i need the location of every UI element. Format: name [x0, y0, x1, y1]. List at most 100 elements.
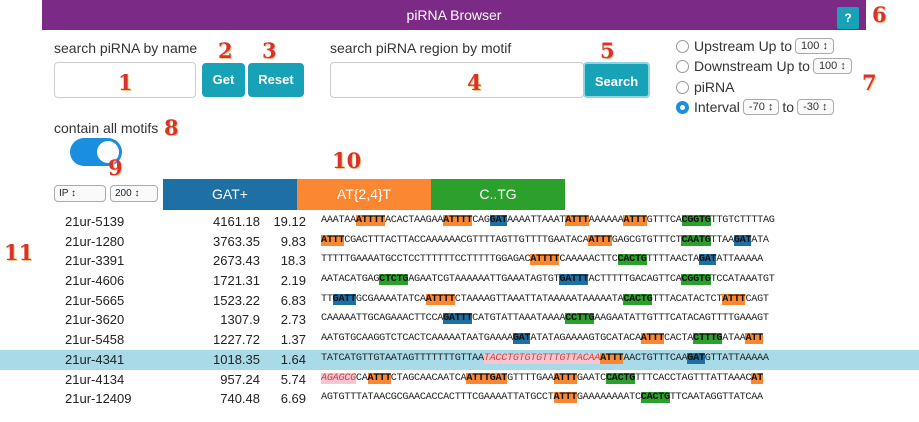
sequence: CAAAAATTGCAGAAACTTCCAGATTTCATGTATTAAATAA… — [321, 313, 919, 325]
sequence-segment: ACTTTTTGACAGTTCA — [588, 274, 682, 286]
sequence-segment: CGACTTTACTTACCAAAAAACGTTTTAGTTGTTTTGAATA… — [344, 234, 589, 246]
name-search-input[interactable] — [54, 62, 196, 98]
downstream-label: Downstream Up to — [694, 58, 810, 74]
motif-match: CTCTG — [379, 274, 409, 286]
pirna-score: 957.24 — [220, 371, 260, 387]
motif-match: ATTT — [600, 352, 624, 364]
motif-match: CACTG — [640, 392, 670, 404]
motif-match: AGAGCG — [321, 372, 356, 384]
pirna-ratio: 18.3 — [280, 253, 306, 269]
sequence-segment: AAATAA — [321, 215, 356, 226]
motif-match: ATTT — [321, 234, 345, 246]
motif-match: ATTTGAT — [466, 372, 508, 384]
table-row[interactable]: 21ur-5458 1227.72 1.37 AATGTGCAAGGTCTCACTCA… — [0, 330, 919, 350]
motif-match: ATTT — [553, 392, 577, 404]
sequence-segment: AATACATGAG — [321, 274, 380, 286]
sequence-segment: TTTCACCTAGTTTATTAAAC — [635, 372, 752, 384]
pirna-ratio: 6.83 — [280, 292, 306, 308]
reset-button[interactable]: Reset — [248, 63, 304, 97]
motif-tag-1[interactable]: AT{2,4}T — [297, 179, 431, 210]
sequence-segment: CA — [355, 372, 368, 384]
upstream-select[interactable]: 100 ↕ — [795, 38, 834, 54]
pirna-id: 21ur-5458 — [65, 332, 125, 348]
sequence-segment: TTTTTGAAAATGCCTCCTTTTTTCCTTTTTGGAGAC — [321, 254, 531, 266]
table-row[interactable]: 21ur-4606 1721.31 2.19 AATACATGAGCTCTGAGAAT… — [0, 271, 919, 291]
interval-to-label: to — [782, 99, 795, 115]
pirna-id: 21ur-1280 — [65, 233, 125, 249]
motif-match: CACTG — [623, 293, 653, 305]
radio-interval[interactable]: Interval -70 ↕ to -30 ↕ — [676, 99, 837, 115]
motif-match: CACTG — [605, 372, 636, 384]
downstream-select[interactable]: 100 ↕ — [812, 58, 852, 74]
motif-tag-0[interactable]: GAT+ — [163, 179, 297, 210]
sequence-segment: ATAA — [722, 333, 746, 345]
contain-all-toggle[interactable] — [70, 138, 122, 166]
table-row[interactable]: 21ur-5665 1523.22 6.83 TTGATTGCGAAAATATCAAT… — [0, 291, 919, 311]
sort-select[interactable]: IP ↕ — [54, 185, 106, 202]
marker-9: 9 — [108, 155, 123, 180]
sequence-segment: AAAAAA — [588, 215, 624, 226]
motif-match: ATTT — [722, 293, 746, 305]
get-button[interactable]: Get — [202, 63, 245, 97]
sequence-segment: CTAGCAACAATCA — [390, 372, 467, 384]
sequence-segment: GAGCGTGTTTCT — [611, 234, 682, 246]
sequence-segment: CAAAAACTTC — [559, 254, 618, 266]
sequence-segment: CTAAAAGTTAAATTATAAAAATAAAAATA — [454, 293, 624, 305]
sequence-segment: ATATAGAAAAGTGCATACA — [530, 333, 641, 345]
count-select[interactable]: 200 ↕ — [110, 185, 158, 202]
interval-to-select[interactable]: -30 ↕ — [797, 99, 834, 115]
sequence: AATACATGAGCTCTGAGAATCGTAAAAAATTGAAATAGTG… — [321, 274, 919, 286]
motif-match: ATTT — [565, 215, 589, 226]
sequence-segment: GTTTCA — [646, 215, 682, 226]
table-row[interactable]: 21ur-12409 740.48 6.69 AGTGTTTATAACGCGAACAC… — [0, 389, 919, 409]
pirna-id: 21ur-5665 — [65, 292, 125, 308]
table-row[interactable]: 21ur-3391 2673.43 18.3 TTTTTGAAAATGCCTCCTTT… — [0, 251, 919, 271]
interval-label: Interval — [694, 99, 740, 115]
radio-selected-icon — [676, 100, 689, 114]
motif-match: GATTT — [443, 313, 473, 325]
motif-match: ATT — [745, 333, 763, 345]
pirna-id: 21ur-3620 — [65, 312, 125, 328]
help-button[interactable]: ? — [837, 7, 859, 29]
motif-match: GAT — [512, 333, 531, 345]
pirna-score: 4161.18 — [213, 214, 260, 229]
table-row[interactable]: 21ur-3620 1307.9 2.73 CAAAAATTGCAGAAACTTCCA… — [0, 310, 919, 330]
motif-match: ATTTT — [425, 293, 455, 305]
radio-circle-icon — [676, 59, 689, 73]
app-title-bar: piRNA Browser — [42, 0, 866, 30]
motif-tag-2[interactable]: C..TG — [431, 179, 565, 210]
sequence-segment: TTGTCTTTTAG — [710, 215, 775, 226]
marker-3: 3 — [262, 38, 277, 63]
pirna-id: 21ur-4134 — [65, 371, 125, 387]
pirna-score: 3763.35 — [213, 233, 260, 249]
table-row[interactable]: 21ur-1280 3763.35 9.83 ATTTCGACTTTACTTACCAA… — [0, 232, 919, 252]
radio-pirna[interactable]: piRNA — [676, 79, 734, 95]
radio-downstream[interactable]: Downstream Up to 100 ↕ — [676, 58, 855, 74]
motif-search-input[interactable] — [330, 62, 584, 98]
app-title: piRNA Browser — [406, 7, 502, 23]
name-search-label: search piRNA by name — [54, 40, 198, 56]
pirna-score: 1523.22 — [213, 292, 260, 308]
sequence: AGTGTTTATAACGCGAACACCACTTTCGAAAATTATGCCT… — [321, 392, 919, 404]
sequence-segment: GCGAAAATATCA — [355, 293, 426, 305]
sequence-segment: CAAAAATTGCAGAAACTTCCA — [321, 313, 444, 325]
radio-upstream[interactable]: Upstream Up to 100 ↕ — [676, 38, 837, 54]
table-row[interactable]: 21ur-4134 957.24 5.74 AGAGCGCAATTTCTAGCAACA… — [0, 370, 919, 390]
interval-from-select[interactable]: -70 ↕ — [742, 99, 780, 115]
sequence-segment: CAG — [472, 215, 490, 226]
table-row[interactable]: 21ur-5139 4161.18 19.12 AAATAAATTTTACACTAAG… — [0, 212, 919, 232]
pirna-ratio: 2.19 — [280, 273, 306, 289]
motif-match: CGGTG — [681, 215, 711, 226]
sequence-segment: AGAATCGTAAAAAATTGAAATAGTGT — [408, 274, 560, 286]
motif-match: ATTTT — [530, 254, 560, 266]
motif-match: AT — [751, 372, 763, 384]
contain-all-label: contain all motifs — [54, 120, 159, 136]
table-row[interactable]: 21ur-4341 1018.35 1.64 TATCATGTTGTAATAGTTTT… — [0, 349, 919, 370]
radio-circle-icon — [676, 80, 689, 94]
sequence-segment: AAAATTAAAT — [507, 215, 566, 226]
sequence: ATTTCGACTTTACTTACCAAAAAACGTTTTAGTTGTTTTG… — [321, 234, 919, 246]
search-button[interactable]: Search — [583, 62, 650, 98]
marker-10: 10 — [332, 148, 362, 173]
motif-match: CAATG — [681, 234, 711, 246]
sequence-segment: GTTTTGAA — [507, 372, 554, 384]
